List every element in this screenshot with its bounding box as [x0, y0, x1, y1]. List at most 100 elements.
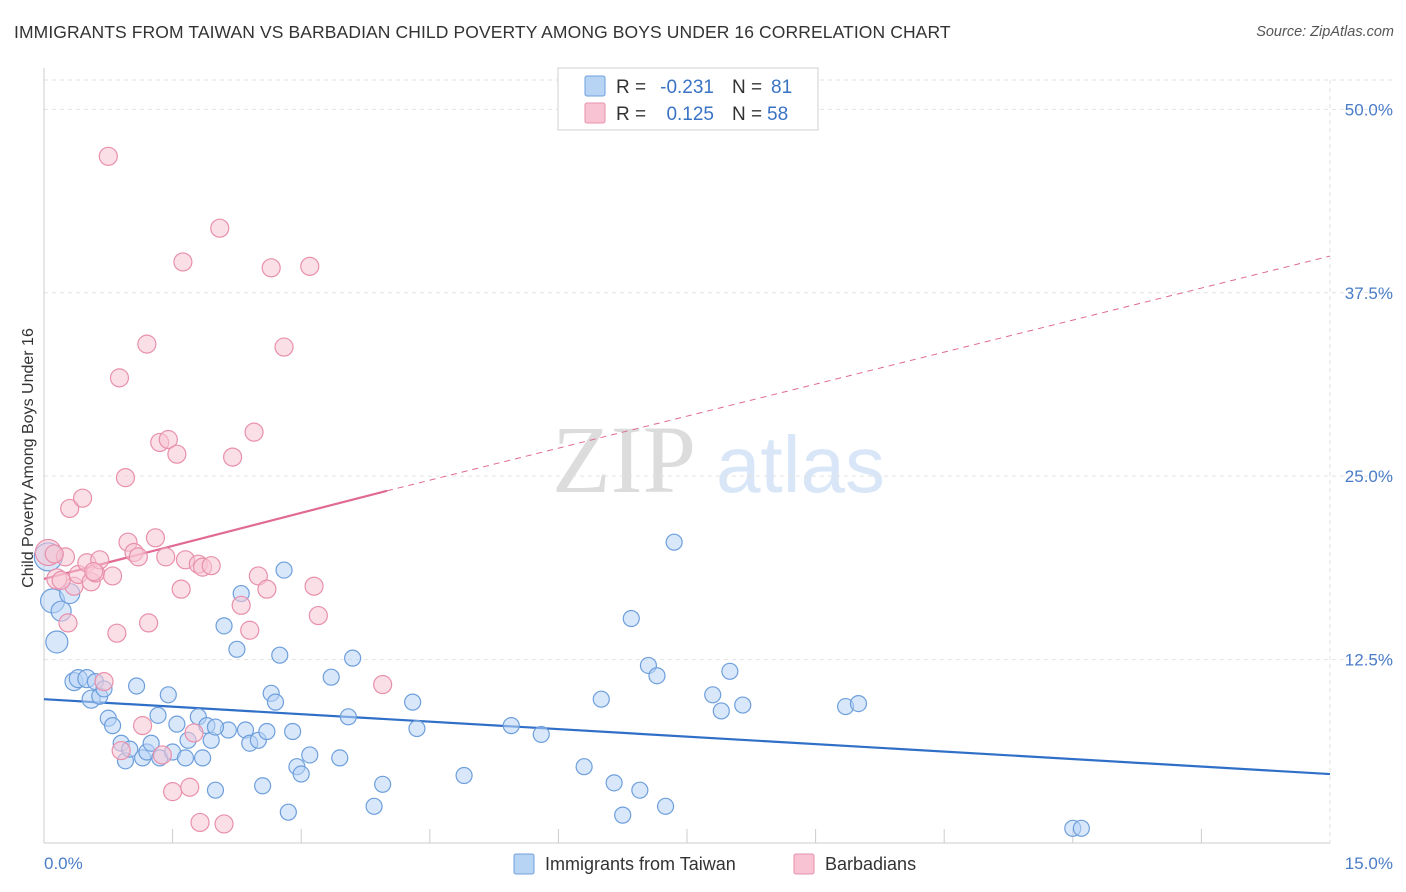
taiwan-point-71: [665, 533, 683, 551]
bottom-legend-swatch-taiwan: [513, 853, 535, 875]
barbadian-point-13: [102, 566, 123, 586]
taiwan-point-25: [168, 715, 186, 733]
taiwan-point-62: [575, 758, 593, 776]
taiwan-point-60: [502, 717, 520, 735]
y-axis-title: Child Poverty Among Boys Under 16: [20, 328, 37, 588]
barbadian-point-31: [171, 579, 191, 599]
barbadian-point-49: [274, 337, 294, 357]
y-tick-label-3: 50.0%: [1345, 100, 1393, 119]
barbadian-point-28: [158, 429, 178, 450]
taiwan-point-43: [266, 693, 285, 711]
barbadian-point-32: [173, 252, 193, 272]
legend-n-label-barbadian: N =: [732, 104, 762, 125]
taiwan-point-29: [194, 749, 212, 767]
x-tick-label-max: 15.0%: [1345, 854, 1393, 873]
watermark: ZIP atlas: [552, 406, 885, 513]
legend-r-value-barbadian: 0.125: [666, 104, 714, 125]
taiwan-point-44: [271, 646, 289, 664]
barbadian-point-56: [58, 613, 78, 633]
trend-line-taiwan: [43, 698, 1331, 776]
barbadian-point-17: [115, 468, 136, 488]
barbadian-point-11: [94, 671, 114, 692]
watermark-zip: ZIP: [552, 406, 696, 513]
y-tick-labels: 12.5% 25.0% 37.5% 50.0%: [1345, 100, 1393, 669]
barbadian-point-15: [109, 368, 130, 388]
trend-line-barbadian-extension: [386, 255, 1331, 492]
taiwan-point-35: [228, 640, 246, 658]
taiwan-point-20: [142, 734, 160, 752]
barbadian-point-54: [51, 570, 71, 590]
taiwan-point-75: [734, 696, 752, 714]
barbadian-point-34: [180, 777, 200, 797]
barbadian-point-48: [261, 258, 281, 278]
taiwan-point-57: [404, 693, 422, 711]
taiwan-point-70: [656, 797, 675, 815]
barbadian-point-52: [308, 605, 328, 626]
y-tick-label-0: 12.5%: [1345, 651, 1393, 670]
taiwan-point-63: [592, 690, 610, 708]
taiwan-point-32: [206, 781, 225, 799]
taiwan-point-22: [149, 706, 167, 724]
barbadian-point-37: [190, 812, 210, 833]
taiwan-point-73: [712, 702, 730, 720]
barbadian-point-20: [128, 547, 148, 567]
taiwan-point-66: [622, 609, 640, 628]
taiwan-point-65: [614, 806, 632, 824]
barbadian-point-51: [304, 576, 324, 596]
taiwan-point-45: [275, 561, 293, 579]
taiwan-point-51: [322, 668, 340, 686]
bottom-legend-label-taiwan: Immigrants from Taiwan: [545, 854, 736, 874]
taiwan-point-74: [721, 662, 739, 680]
series-barbadian-points: [34, 146, 393, 834]
barbadian-point-43: [231, 595, 251, 615]
taiwan-point-80: [206, 718, 225, 736]
taiwan-point-55: [365, 797, 383, 815]
y-tick-label-1: 25.0%: [1345, 467, 1393, 486]
taiwan-point-64: [605, 774, 623, 792]
stats-legend: R = -0.231 N = 81 R = 0.125 N = 58: [557, 67, 819, 131]
taiwan-point-40: [254, 777, 272, 795]
legend-swatch-barbadian: [584, 102, 606, 124]
taiwan-point-41: [258, 722, 276, 741]
barbadian-point-26: [152, 745, 172, 765]
taiwan-point-58: [408, 719, 426, 738]
taiwan-point-49: [292, 765, 310, 783]
legend-n-value-barbadian: 58: [767, 104, 788, 125]
taiwan-point-17: [127, 677, 146, 695]
series-legend: Immigrants from Taiwan Barbadians: [513, 853, 916, 875]
gridlines: [44, 79, 1392, 843]
barbadian-point-44: [240, 620, 260, 640]
x-tick-label-min: 0.0%: [44, 854, 83, 873]
barbadian-point-35: [184, 723, 204, 743]
barbadian-point-39: [201, 556, 221, 576]
legend-swatch-taiwan: [584, 75, 606, 97]
barbadian-point-57: [84, 561, 104, 582]
barbadian-point-23: [138, 613, 159, 633]
taiwan-point-69: [648, 667, 666, 685]
chart-title: IMMIGRANTS FROM TAIWAN VS BARBADIAN CHIL…: [14, 22, 951, 42]
source-label: Source: ZipAtlas.com: [1256, 24, 1394, 40]
taiwan-point-50: [301, 746, 319, 764]
bottom-legend-label-barbadian: Barbadians: [825, 854, 916, 874]
barbadian-point-47: [257, 579, 277, 599]
x-ticks: 0.0% 15.0%: [44, 829, 1393, 873]
taiwan-point-2: [45, 630, 69, 654]
barbadian-point-45: [244, 422, 264, 442]
barbadian-point-40: [210, 218, 230, 238]
barbadian-point-42: [223, 447, 243, 467]
barbadian-point-14: [107, 623, 127, 643]
taiwan-point-79: [1072, 819, 1090, 837]
barbadian-point-55: [44, 544, 64, 564]
legend-n-label-taiwan: N =: [732, 77, 762, 98]
taiwan-point-56: [374, 775, 392, 793]
bottom-legend-swatch-barbadian: [793, 853, 815, 875]
barbadian-point-50: [300, 256, 320, 276]
barbadian-point-24: [145, 528, 166, 548]
trend-lines: [43, 255, 1331, 776]
barbadian-point-12: [98, 146, 118, 166]
taiwan-point-47: [284, 722, 302, 741]
taiwan-point-54: [344, 649, 362, 667]
barbadian-point-41: [214, 814, 234, 834]
legend-n-value-taiwan: 81: [771, 77, 792, 98]
